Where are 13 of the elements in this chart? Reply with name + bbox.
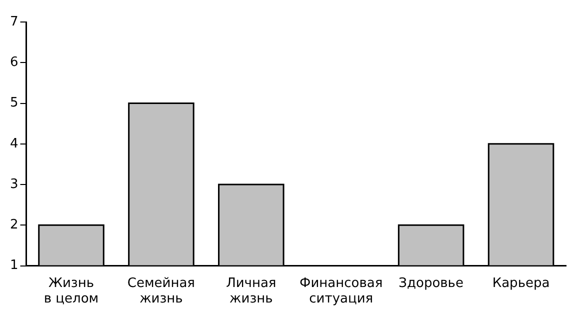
y-tick-label: 5 (10, 96, 18, 111)
x-tick-label: Жизнь в целом (44, 276, 99, 307)
y-tick-label: 1 (10, 258, 18, 274)
x-tick-label: Личная жизнь (226, 276, 276, 307)
y-tick-label: 7 (10, 14, 18, 30)
x-tick-label: Карьера (492, 276, 550, 291)
x-tick-label: Семейная жизнь (127, 276, 196, 307)
x-tick-label: Здоровье (398, 276, 464, 291)
y-tick-label: 4 (10, 136, 18, 152)
y-tick-label: 2 (10, 218, 18, 233)
x-tick-label: Финансовая ситуация (300, 276, 383, 307)
y-tick-label: 3 (10, 176, 18, 192)
y-tick-label: 6 (10, 55, 18, 70)
